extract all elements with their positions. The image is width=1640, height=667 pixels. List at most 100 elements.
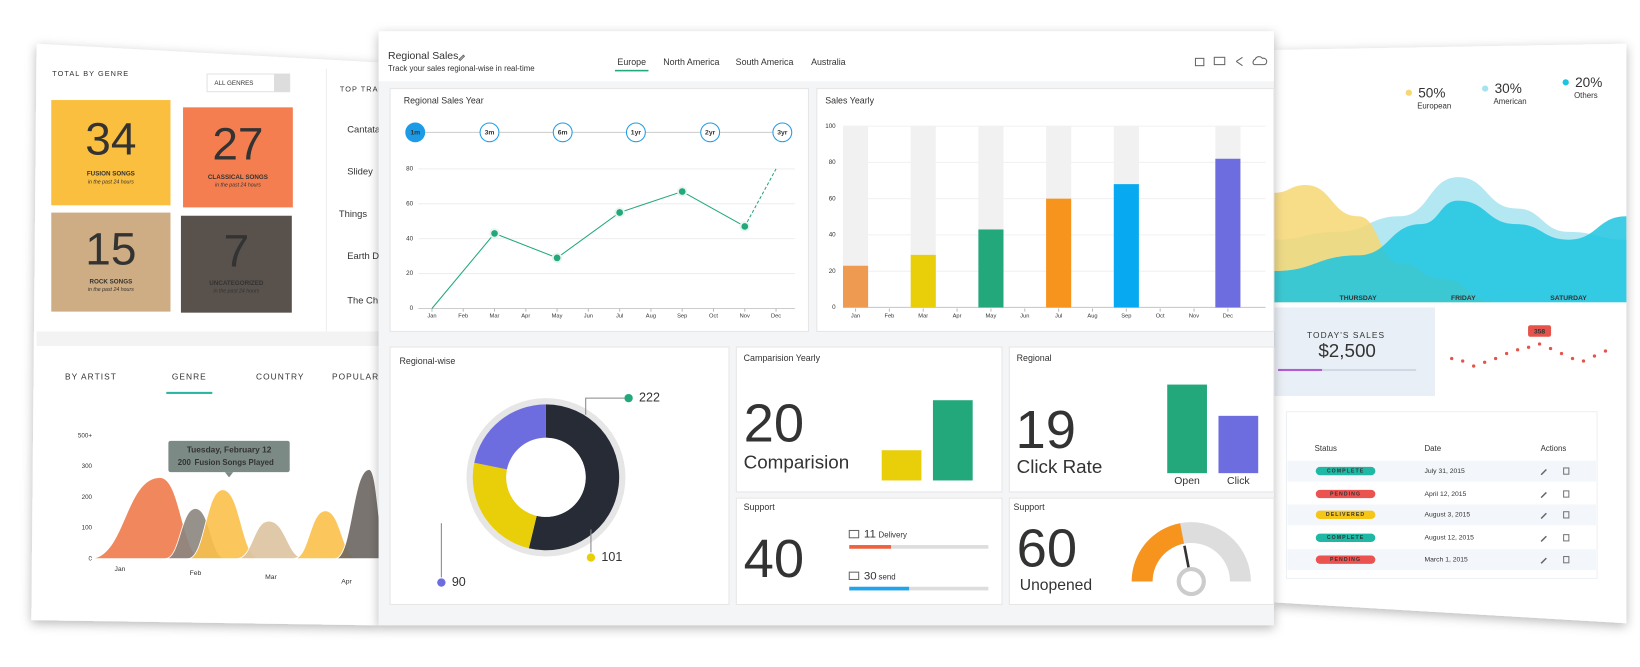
legend-dot (1405, 89, 1412, 96)
point (678, 188, 686, 195)
point (553, 254, 561, 262)
bar (1218, 415, 1259, 474)
delete-action[interactable] (1563, 511, 1570, 519)
x-tick-label: Jun (1020, 313, 1029, 319)
donut-hole (506, 437, 586, 517)
tab[interactable]: COUNTRY (256, 371, 305, 381)
range-button[interactable] (772, 122, 793, 143)
tab[interactable]: POPULAR (332, 371, 379, 381)
dashboard-subtitle: Track your sales regional-wise in real-t… (388, 64, 535, 73)
kpi-value: 20 (744, 393, 804, 454)
x-tick-label: Jan (115, 566, 126, 573)
kpi-value: 60 (1017, 518, 1077, 579)
delete-action[interactable] (1563, 534, 1570, 542)
region-tab[interactable]: Australia (811, 57, 846, 67)
tile-label: ROCK SONGS (89, 279, 132, 286)
scatter-point (1471, 364, 1476, 368)
scatter-point (1570, 356, 1575, 361)
x-tick-label: Feb (458, 313, 468, 319)
edit-action[interactable] (1540, 491, 1547, 499)
x-tick-label: SATURDAY (1550, 295, 1587, 302)
filter-label: ALL GENRES (214, 80, 253, 87)
range-button[interactable] (625, 122, 646, 143)
label-dot (437, 578, 446, 587)
region-tab[interactable]: North America (663, 57, 719, 67)
delete-action[interactable] (1563, 556, 1570, 564)
range-label: 1m (410, 130, 420, 137)
region-tab[interactable]: South America (736, 57, 794, 67)
delete-action[interactable] (1563, 490, 1570, 498)
x-tick-label: FRIDAY (1451, 295, 1476, 302)
label-dot (586, 553, 596, 562)
row-band (1287, 549, 1597, 571)
item-label: Delivery (879, 531, 907, 540)
range-button[interactable] (700, 122, 721, 143)
tile-note: in the past 24 hours (215, 183, 261, 189)
genre-tile (51, 100, 171, 206)
scatter-point (1559, 351, 1564, 356)
range-button[interactable] (479, 122, 500, 143)
scatter-point (1482, 360, 1487, 364)
export-icon[interactable] (1194, 57, 1205, 67)
header-icons (458, 54, 1268, 580)
scatter-label: 358 (1534, 328, 1546, 335)
kpi-label: Click Rate (1017, 456, 1103, 477)
item-count: 30 (864, 570, 877, 582)
cloud-icon[interactable] (1252, 56, 1268, 66)
tile-label: FUSION SONGS (87, 170, 135, 177)
range-button[interactable] (405, 122, 426, 143)
range-button[interactable] (552, 122, 573, 143)
tile-label: CLASSICAL SONGS (208, 174, 268, 181)
legend-value: 20% (1575, 75, 1602, 90)
tab[interactable]: BY ARTIST (65, 371, 117, 381)
x-tick-label: May (986, 313, 997, 319)
scatter-point (1592, 354, 1597, 358)
mail-icon (848, 571, 860, 580)
status-badge (1315, 555, 1376, 564)
mail-icon (848, 529, 860, 539)
tile-count: 27 (212, 118, 263, 170)
tooltip-box (168, 440, 290, 473)
y-tick-label: 300 (82, 463, 93, 470)
tab[interactable]: GENRE (172, 371, 207, 381)
y-tick-label: 60 (406, 200, 413, 207)
edit-action[interactable] (1540, 468, 1547, 476)
date: August 12, 2015 (1425, 535, 1475, 542)
legend-value: 50% (1418, 85, 1445, 100)
x-tick-label: Sep (677, 313, 687, 319)
share-icon[interactable] (1235, 56, 1243, 67)
scatter-point (1461, 359, 1465, 363)
filter-button[interactable] (274, 73, 290, 92)
dashboard-title: Regional Sales (388, 51, 458, 62)
scatter-point (1537, 342, 1542, 346)
tile-count: 7 (224, 225, 250, 277)
sales-value: $2,500 (1318, 340, 1376, 361)
status-label: PENDING (1330, 491, 1361, 497)
card-title: Support (1013, 502, 1045, 512)
y-tick-label: 40 (829, 232, 836, 239)
scatter-point (1504, 351, 1509, 356)
progress-bar (849, 545, 892, 549)
kpi-value: 40 (744, 528, 804, 589)
tile-note: in the past 24 hours (213, 289, 259, 295)
genre-tile (183, 107, 293, 208)
edit-action[interactable] (1540, 535, 1547, 542)
region-tab[interactable]: Europe (617, 57, 646, 67)
status-label: COMPLETE (1327, 535, 1364, 541)
edit-action[interactable] (1540, 557, 1547, 564)
donut-slice (528, 404, 620, 551)
x-tick-label: Jul (1055, 313, 1062, 319)
kpi-label: Unopened (1020, 577, 1092, 594)
delete-action[interactable] (1563, 467, 1570, 475)
track-title: The Ch (347, 295, 378, 306)
y-tick-label: 60 (829, 195, 836, 202)
date: March 1, 2015 (1425, 556, 1469, 563)
mail-icon[interactable] (1213, 56, 1226, 66)
edit-action[interactable] (1540, 512, 1547, 520)
tab-underline (166, 391, 213, 394)
main-content: Regional Sales Track your sales regional-… (388, 51, 1266, 597)
edit-icon[interactable] (458, 54, 466, 62)
tile-count: 15 (85, 222, 136, 274)
column-header: Date (1425, 444, 1442, 453)
